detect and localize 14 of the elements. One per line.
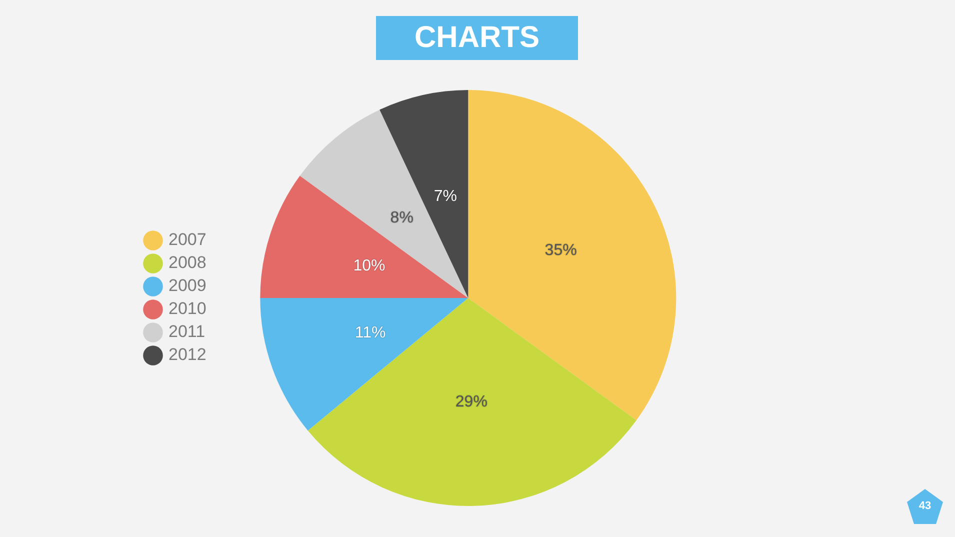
legend-label: 2012	[168, 345, 206, 364]
legend-label: 2008	[168, 253, 206, 272]
data-label: 35%	[544, 242, 577, 260]
legend-label: 2009	[168, 276, 206, 296]
chart-title: CHARTS	[376, 16, 578, 60]
legend-label: 2007	[168, 230, 206, 250]
legend-label: 2010	[168, 299, 206, 318]
pentagon-badge: 43	[907, 489, 943, 524]
data-label: 29%	[455, 393, 488, 410]
data-label: 10%	[353, 257, 386, 274]
data-label: 8%	[390, 209, 414, 226]
legend-label: 2011	[168, 322, 206, 342]
data-label: 7%	[434, 188, 458, 205]
data-label: 11%	[354, 324, 386, 342]
